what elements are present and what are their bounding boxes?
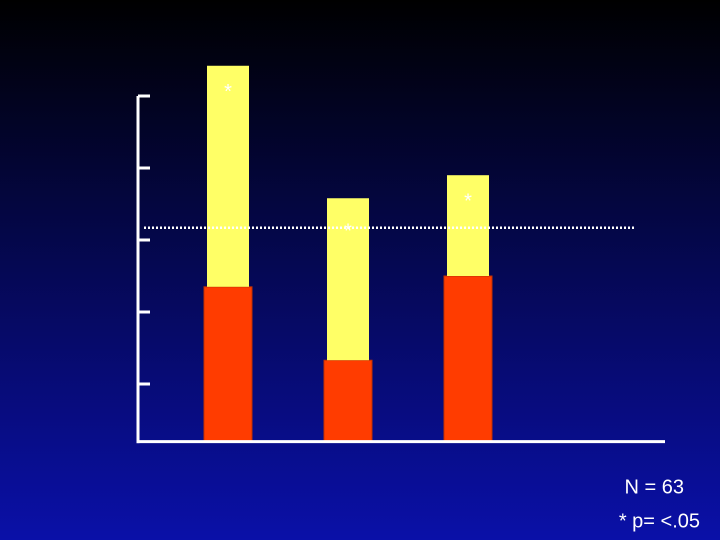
sample-note: N = 63 xyxy=(625,476,684,498)
significance-note: * p= <.05 xyxy=(619,510,700,532)
bar-segment xyxy=(323,359,373,443)
significance-marker: * xyxy=(344,221,352,243)
bar-segment xyxy=(443,275,493,443)
significance-marker: * xyxy=(464,190,472,212)
significance-marker: * xyxy=(224,81,232,103)
bar-segment xyxy=(203,286,253,443)
bar-segment xyxy=(207,65,249,287)
bar-segment xyxy=(327,198,369,361)
bar-segment xyxy=(447,175,489,276)
